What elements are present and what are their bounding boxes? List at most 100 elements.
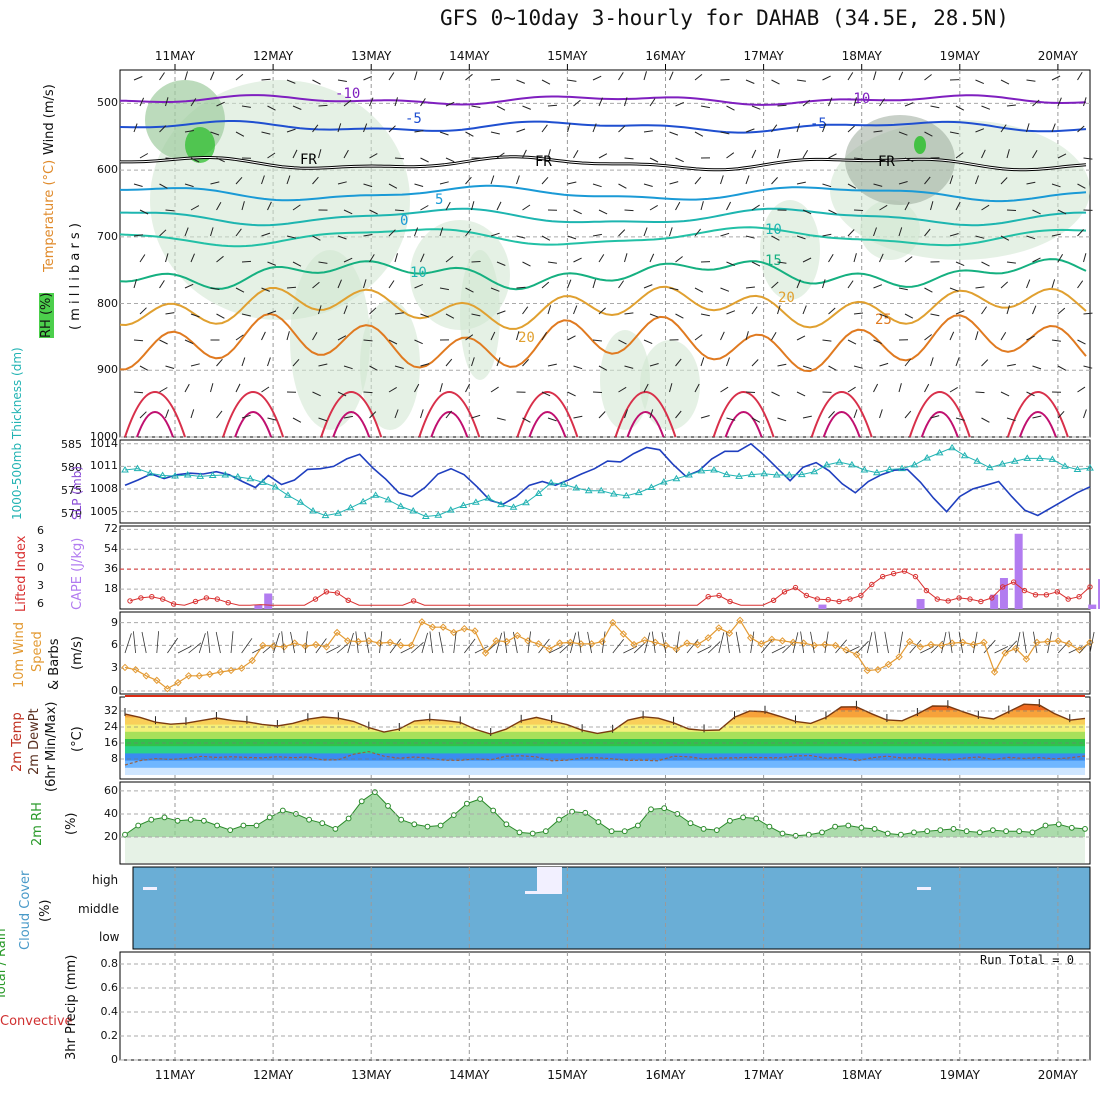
upper-barb: [669, 287, 679, 291]
upper-barb: [363, 339, 373, 342]
upper-barb: [363, 391, 373, 394]
rh-point-59: [898, 831, 904, 838]
cape-bar-1: [264, 593, 273, 609]
rh-point-30: [516, 829, 523, 836]
upper-barb: [190, 157, 200, 163]
upper-barb: [598, 153, 608, 159]
rh-point-17: [345, 815, 352, 822]
upper-barb: [720, 386, 729, 393]
upper-barb: [624, 312, 634, 315]
thickness-point-5: [183, 471, 192, 478]
wind-point-19: [322, 643, 331, 651]
upper-barb: [267, 310, 277, 315]
wind-point-89: [1065, 640, 1073, 648]
upper-barb: [828, 209, 837, 215]
upper-barb: [771, 332, 777, 341]
upper-barb: [471, 357, 475, 367]
upper-barb: [1006, 104, 1016, 107]
cape-bar-5: [999, 578, 1008, 609]
upper-barb: [133, 339, 144, 342]
upper-barb: [267, 201, 272, 211]
upper-barb: [261, 331, 266, 341]
upper-barb: [1000, 79, 1010, 85]
wind-point-52: [672, 645, 681, 653]
upper-barb: [669, 227, 673, 237]
upper-barb: [235, 73, 244, 81]
upper-barb: [853, 312, 863, 315]
upper-barb: [822, 183, 832, 188]
warm-arc-3: [418, 391, 481, 438]
upper-barb: [516, 79, 525, 84]
upper-barb: [465, 228, 472, 237]
upper-barb: [369, 411, 377, 419]
rh-tick-60: 60: [104, 783, 118, 797]
li-point-81: [1010, 579, 1017, 585]
slp-tick-1011: 1011: [90, 459, 118, 473]
upper-barb: [1026, 181, 1036, 185]
upper-barb: [598, 209, 608, 215]
upper-barb: [777, 363, 787, 367]
rh-point-10: [253, 822, 260, 829]
upper-barb: [669, 181, 679, 185]
rh-shade-6: [640, 340, 700, 430]
date-label-top-1: 12MAY: [252, 49, 294, 63]
upper-barb: [139, 411, 147, 419]
upper-barb: [261, 78, 271, 81]
upper-barb: [133, 76, 143, 81]
wind-barb-59: [750, 631, 755, 654]
wind-point-77: [937, 641, 946, 650]
upper-barb: [720, 131, 730, 135]
upper-barb: [292, 417, 302, 423]
upper-barb: [439, 227, 444, 237]
upper-barb: [465, 73, 473, 81]
upper-barb: [261, 175, 265, 185]
upper-barb: [828, 153, 837, 159]
slp-axis-label: SLP (mb): [70, 465, 84, 520]
thickness-tick-575: 575: [61, 483, 82, 497]
rh-shade-5: [600, 330, 650, 430]
upper-barb: [904, 358, 911, 367]
rh-point-34: [569, 808, 575, 815]
wind-label-b: Speed: [30, 631, 45, 672]
rh-point-18: [358, 798, 365, 805]
upper-barb: [904, 410, 912, 419]
upper-barb: [694, 131, 704, 137]
upper-barb: [210, 181, 220, 185]
contour-label-1: -10: [845, 91, 870, 107]
wind-barb-14: [273, 632, 280, 654]
upper-barb: [184, 183, 194, 188]
upper-barb: [955, 201, 961, 211]
wind-barb-85: [1022, 631, 1027, 654]
rh-shade-2: [360, 300, 420, 430]
upper-barb: [777, 305, 781, 315]
rh-point-53: [819, 829, 825, 836]
upper-barb: [873, 284, 883, 289]
rh-point-38: [621, 828, 628, 835]
rh-point-11: [266, 814, 273, 821]
cloud-level-high: high: [92, 873, 119, 887]
upper-barb: [1000, 391, 1010, 397]
upper-barb: [675, 256, 683, 263]
upper-barb: [975, 391, 985, 394]
upper-barb: [445, 358, 453, 367]
warm-arc-5: [614, 391, 677, 438]
upper-barb: [267, 357, 271, 367]
upper-barb: [190, 98, 197, 107]
rh-point-67: [1003, 828, 1009, 835]
upper-barb: [771, 124, 778, 133]
upper-barb: [445, 256, 454, 263]
rh-point-14: [306, 816, 313, 823]
upper-barb: [369, 97, 374, 107]
upper-barb: [796, 79, 806, 82]
date-label-bottom-0: 11MAY: [154, 1068, 196, 1082]
wind-barb-48: [633, 641, 647, 654]
upper-barb: [720, 79, 730, 81]
cape-bar-0: [254, 604, 263, 609]
li-point-82: [1021, 587, 1028, 594]
upper-barb: [414, 130, 424, 133]
upper-barb: [618, 183, 627, 189]
upper-barb: [1051, 183, 1061, 188]
upper-barb: [190, 253, 195, 263]
hot-arc-6: [724, 411, 763, 438]
upper-barb: [363, 75, 372, 81]
